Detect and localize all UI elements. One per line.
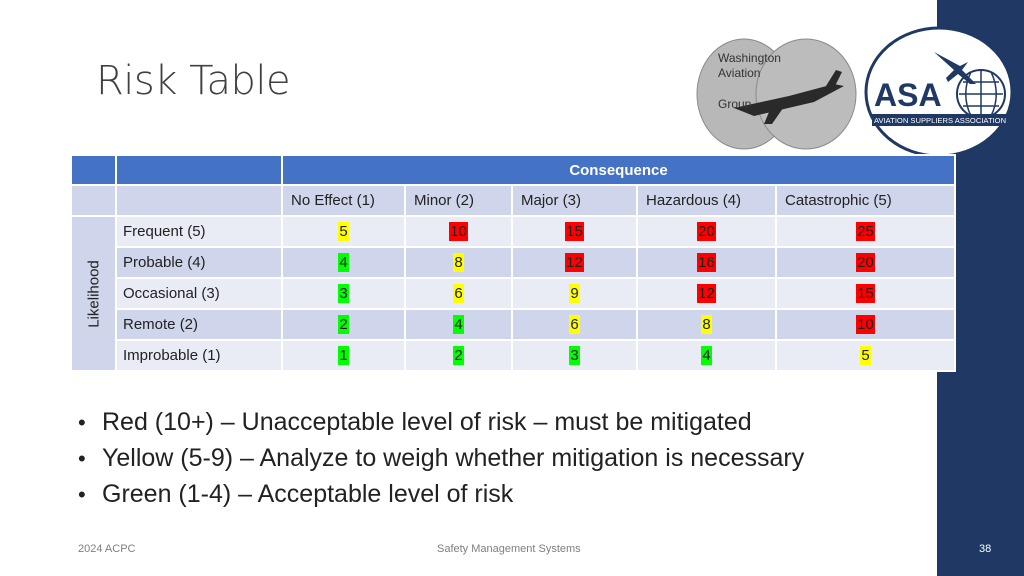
- table-row-improbable: Improbable (1) 1 2 3 4 5: [71, 339, 956, 372]
- risk-cell: 8: [453, 253, 464, 272]
- bullet-text-green: Green (1-4) – Acceptable level of risk: [102, 480, 514, 508]
- row-label: Occasional (3): [115, 277, 283, 310]
- likelihood-label: Likelihood: [85, 259, 102, 328]
- risk-cell: 3: [569, 346, 580, 365]
- subheader-blank-1: [70, 184, 117, 217]
- risk-cell: 5: [860, 346, 871, 365]
- risk-cell: 15: [565, 222, 584, 241]
- risk-table: Consequence No Effect (1) Minor (2) Majo…: [70, 154, 956, 372]
- likelihood-axis-cell: Likelihood: [70, 215, 117, 372]
- header-blank-1: [70, 154, 117, 186]
- table-row-occasional: Occasional (3) 3 6 9 12 15: [71, 277, 956, 310]
- row-label: Frequent (5): [115, 215, 283, 248]
- risk-cell: 15: [856, 284, 875, 303]
- risk-cell: 2: [453, 346, 464, 365]
- consequence-header: Consequence: [281, 154, 956, 186]
- bullet-icon: •: [78, 482, 86, 507]
- wag-logo-line1: Washington: [718, 51, 781, 65]
- slide-title: Risk Table: [96, 58, 291, 104]
- risk-cell: 20: [856, 253, 875, 272]
- risk-cell: 12: [565, 253, 584, 272]
- col-header-major: Major (3): [511, 184, 638, 217]
- table-row-remote: Remote (2) 2 4 6 8 10: [71, 308, 956, 341]
- header-blank-2: [115, 154, 283, 186]
- risk-cell: 9: [569, 284, 580, 303]
- risk-cell: 2: [338, 315, 349, 334]
- footer-title: Safety Management Systems: [437, 543, 581, 555]
- risk-cell: 4: [338, 253, 349, 272]
- wag-logo-line3: Group: [718, 97, 752, 111]
- risk-cell: 12: [697, 284, 716, 303]
- washington-aviation-group-logo: Washington Aviation Group: [696, 38, 857, 150]
- table-header-row: Consequence: [70, 154, 956, 186]
- asa-logo-letters: ASA: [874, 77, 942, 113]
- risk-cell: 4: [701, 346, 712, 365]
- risk-cell: 3: [338, 284, 349, 303]
- risk-cell: 20: [697, 222, 716, 241]
- bullet-icon: •: [78, 410, 86, 435]
- col-header-hazardous: Hazardous (4): [636, 184, 777, 217]
- wag-logo-line2: Aviation: [718, 66, 760, 80]
- bullet-icon: •: [78, 446, 86, 471]
- column-header-row: No Effect (1) Minor (2) Major (3) Hazard…: [70, 184, 956, 217]
- bullet-text-red: Red (10+) – Unacceptable level of risk –…: [102, 408, 752, 436]
- legend-bullet-list: • Red (10+) – Unacceptable level of risk …: [78, 404, 804, 512]
- risk-cell: 8: [701, 315, 712, 334]
- table-row-frequent: Likelihood Frequent (5) 5 10 15 20 25: [70, 215, 956, 372]
- subheader-blank-2: [115, 184, 283, 217]
- risk-cell: 5: [338, 222, 349, 241]
- risk-cell: 6: [453, 284, 464, 303]
- table-row-probable: Probable (4) 4 8 12 16 20: [71, 246, 956, 279]
- risk-cell: 6: [569, 315, 580, 334]
- risk-cell: 10: [449, 222, 468, 241]
- list-item: • Red (10+) – Unacceptable level of risk …: [78, 404, 804, 440]
- bullet-text-yellow: Yellow (5-9) – Analyze to weigh whether …: [102, 444, 805, 472]
- risk-cell: 1: [338, 346, 349, 365]
- col-header-no-effect: No Effect (1): [281, 184, 406, 217]
- row-label: Remote (2): [115, 308, 283, 341]
- risk-cell: 10: [856, 315, 875, 334]
- slide-number: 38: [979, 543, 992, 555]
- risk-cell: 16: [697, 253, 716, 272]
- asa-logo-subtitle: AVIATION SUPPLIERS ASSOCIATION: [874, 116, 1006, 125]
- row-label: Improbable (1): [115, 339, 283, 372]
- list-item: • Green (1-4) – Acceptable level of risk: [78, 476, 804, 512]
- list-item: • Yellow (5-9) – Analyze to weigh whether…: [78, 440, 804, 476]
- asa-logo: ASA AVIATION SUPPLIERS ASSOCIATION: [864, 26, 1014, 158]
- risk-cell: 25: [856, 222, 875, 241]
- col-header-catastrophic: Catastrophic (5): [775, 184, 956, 217]
- row-label: Probable (4): [115, 246, 283, 279]
- risk-cell: 4: [453, 315, 464, 334]
- col-header-minor: Minor (2): [404, 184, 513, 217]
- footer-event: 2024 ACPC: [78, 543, 136, 555]
